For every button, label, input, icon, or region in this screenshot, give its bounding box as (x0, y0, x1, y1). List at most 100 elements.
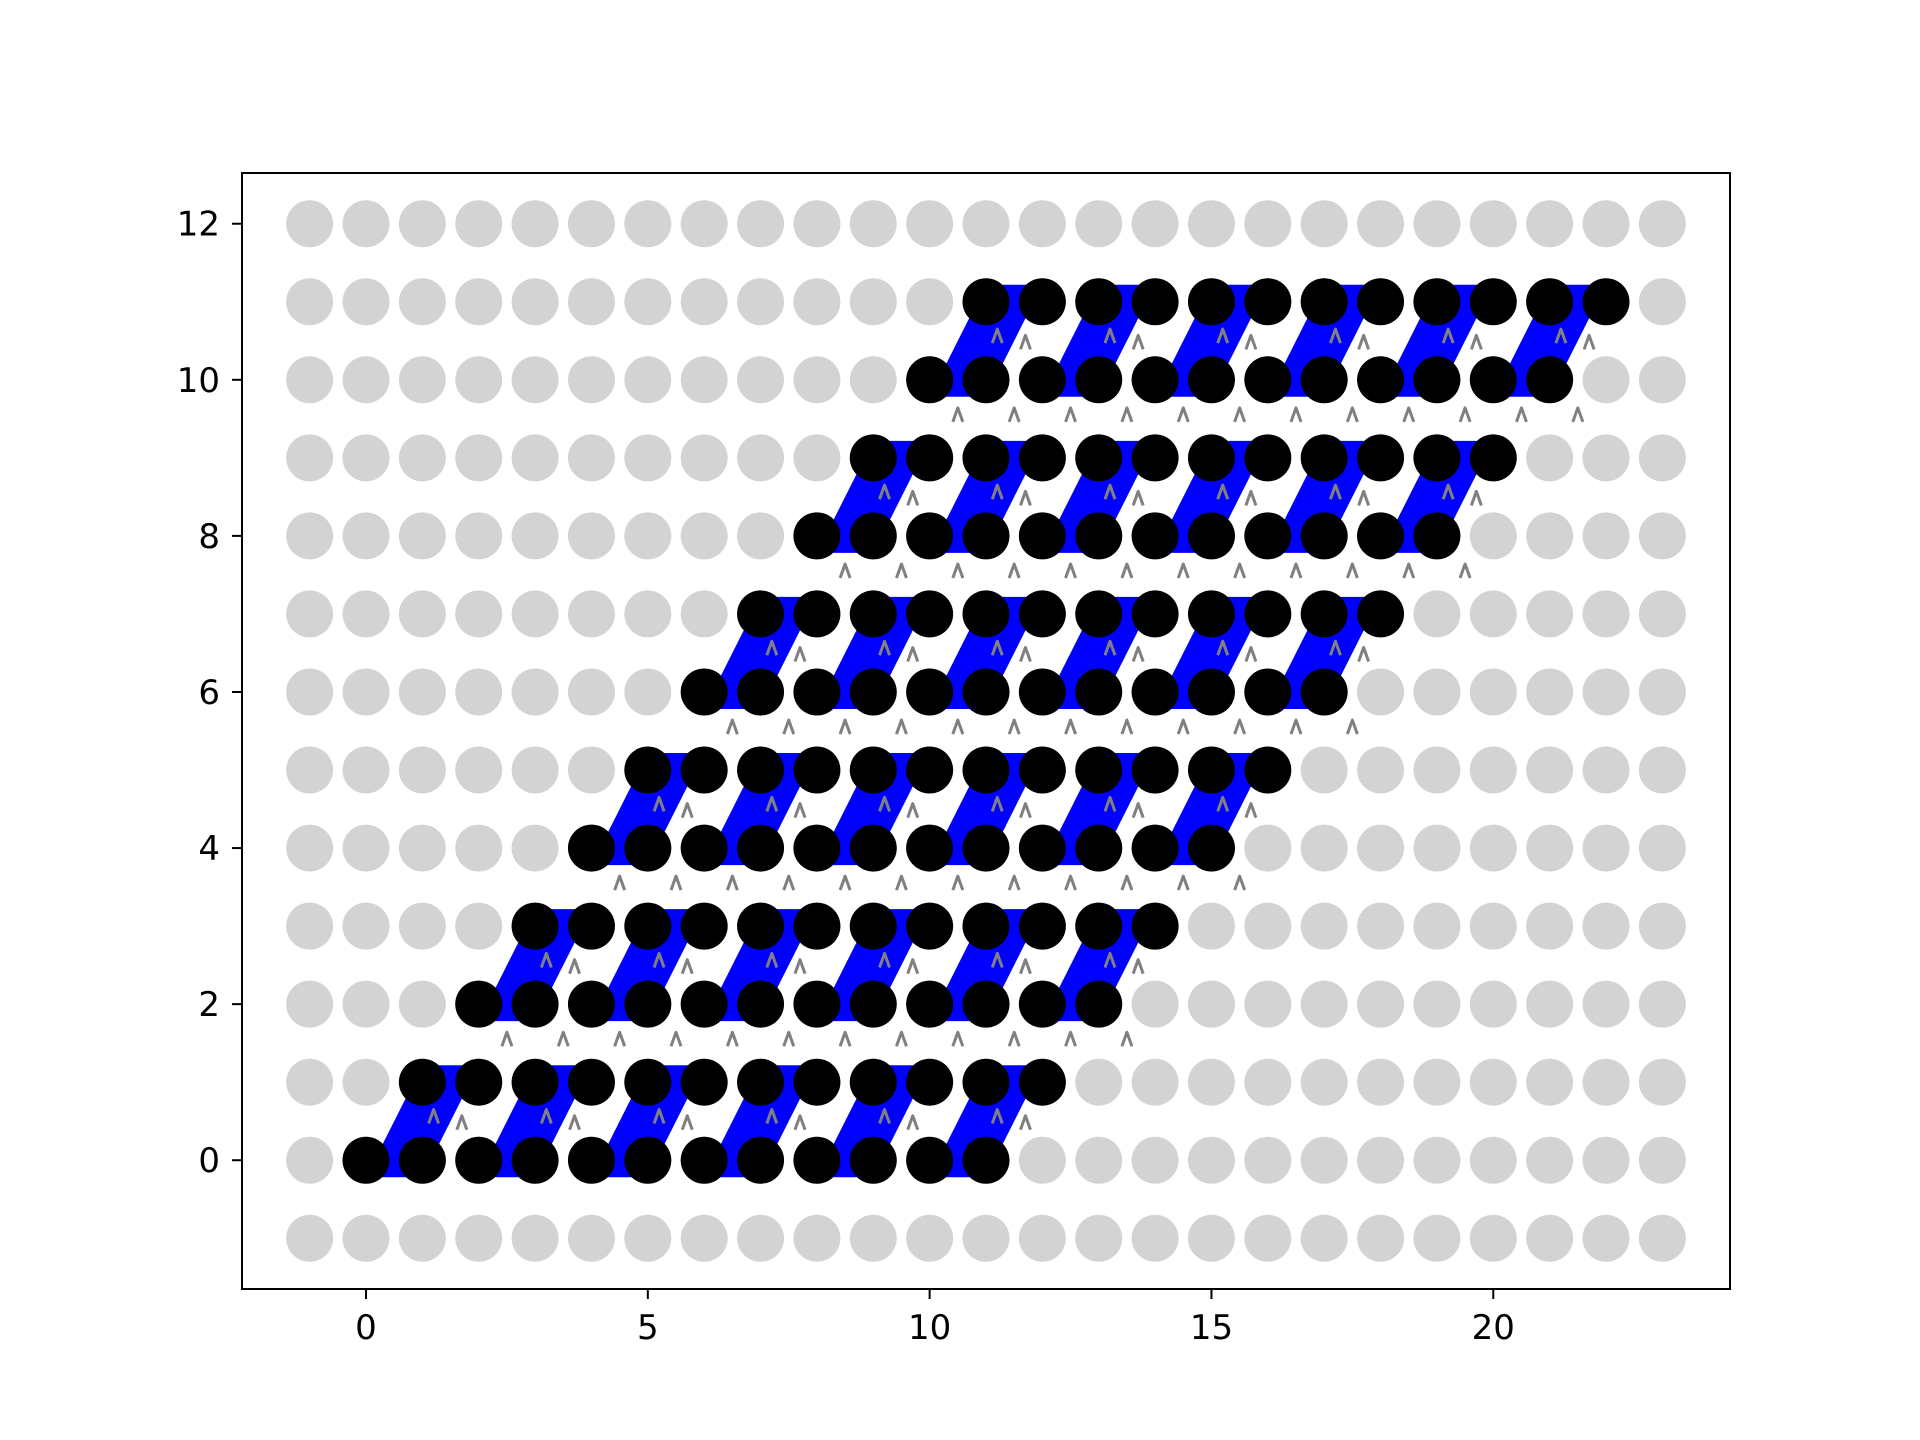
lattice-site (1526, 590, 1574, 638)
arrow-marker (990, 327, 1004, 344)
occupied-site (793, 824, 841, 872)
occupied-site (737, 1136, 785, 1184)
lattice-site (1582, 746, 1630, 794)
occupied-site (1075, 590, 1123, 638)
lattice-site (624, 200, 672, 248)
arrow-marker (1064, 406, 1077, 423)
lattice-site (342, 590, 390, 638)
occupied-site (849, 746, 897, 794)
lattice-site (1075, 1136, 1123, 1184)
arrow-marker (652, 951, 666, 968)
arrow-marker (1515, 406, 1528, 423)
arrow-marker (1289, 406, 1303, 423)
occupied-site (680, 746, 728, 794)
y-tick-label: 6 (198, 673, 220, 713)
arrow-marker (669, 1030, 683, 1047)
lattice-site (849, 278, 897, 326)
lattice-site (342, 434, 390, 482)
lattice-site (342, 200, 390, 248)
lattice-site (1413, 824, 1461, 872)
lattice-site (1526, 434, 1574, 482)
lattice-site (1469, 980, 1517, 1028)
occupied-site (1018, 512, 1066, 560)
occupied-site (737, 590, 785, 638)
occupied-site (1018, 746, 1066, 794)
lattice-site (1638, 356, 1686, 404)
occupied-site (1131, 356, 1179, 404)
arrow-marker (1216, 327, 1230, 344)
occupied-site (567, 902, 615, 950)
arrow-marker (1441, 327, 1455, 344)
lattice-site (1075, 1214, 1123, 1262)
lattice-site (624, 590, 672, 638)
arrow-marker (1469, 489, 1483, 506)
arrow-marker (1233, 562, 1247, 579)
arrow-marker (427, 1108, 441, 1125)
occupied-site (793, 980, 841, 1028)
occupied-site (962, 512, 1010, 560)
occupied-site (962, 1136, 1010, 1184)
lattice-site (455, 434, 503, 482)
lattice-site (1300, 200, 1348, 248)
lattice-site (1582, 824, 1630, 872)
lattice-site (455, 200, 503, 248)
lattice-site (1357, 200, 1405, 248)
arrow-marker (990, 951, 1004, 968)
lattice-site (1526, 746, 1574, 794)
occupied-site (793, 590, 841, 638)
arrow-marker (1345, 718, 1359, 735)
plaquette (929, 753, 1043, 866)
occupied-site (455, 1058, 503, 1106)
lattice-site (849, 356, 897, 404)
lattice-site (398, 902, 446, 950)
occupied-site (737, 980, 785, 1028)
lattice-site (1582, 980, 1630, 1028)
lattice-site (398, 356, 446, 404)
arrow-marker (680, 802, 694, 819)
arrow-marker (1176, 718, 1190, 735)
x-tick-label: 0 (355, 1308, 377, 1348)
lattice-site (511, 512, 559, 560)
occupied-site (1018, 278, 1066, 326)
lattice-site (1469, 200, 1517, 248)
lattice-site (1357, 1058, 1405, 1106)
plaquette (704, 909, 817, 1022)
occupied-site (793, 1058, 841, 1106)
occupied-site (1244, 512, 1292, 560)
lattice-site (1075, 1058, 1123, 1106)
occupied-site (1244, 590, 1292, 638)
plaquette (591, 753, 705, 866)
lattice-site (1300, 1214, 1348, 1262)
occupied-site (455, 980, 503, 1028)
arrow-marker (1103, 951, 1117, 968)
occupied-site (1357, 434, 1405, 482)
plot-area (286, 200, 1686, 1262)
occupied-site (398, 1058, 446, 1106)
plaquette (1155, 440, 1268, 553)
lattice-site (1413, 1058, 1461, 1106)
plaquette (591, 1065, 705, 1178)
lattice-site (455, 278, 503, 326)
arrow-marker (1554, 327, 1568, 344)
lattice-site (1018, 200, 1066, 248)
occupied-site (1300, 590, 1348, 638)
occupied-site (1131, 746, 1179, 794)
occupied-site (1413, 434, 1461, 482)
arrow-marker (613, 874, 627, 891)
lattice-site (1131, 1136, 1179, 1184)
lattice-site (1526, 512, 1574, 560)
lattice-site (1638, 590, 1686, 638)
arrow-marker (793, 646, 807, 663)
occupied-site (906, 824, 954, 872)
plaquette (929, 909, 1043, 1022)
lattice-site (511, 434, 559, 482)
arrow-marker (1357, 333, 1371, 350)
arrow-marker (1176, 406, 1190, 423)
y-axis: 0 2 4 6 8 10 12 (177, 205, 242, 1181)
lattice-site (1638, 1136, 1686, 1184)
occupied-site (1187, 746, 1235, 794)
arrow-marker (1582, 333, 1596, 350)
arrow-marker (680, 1114, 694, 1131)
lattice-site (1300, 746, 1348, 794)
lattice-site (567, 200, 615, 248)
